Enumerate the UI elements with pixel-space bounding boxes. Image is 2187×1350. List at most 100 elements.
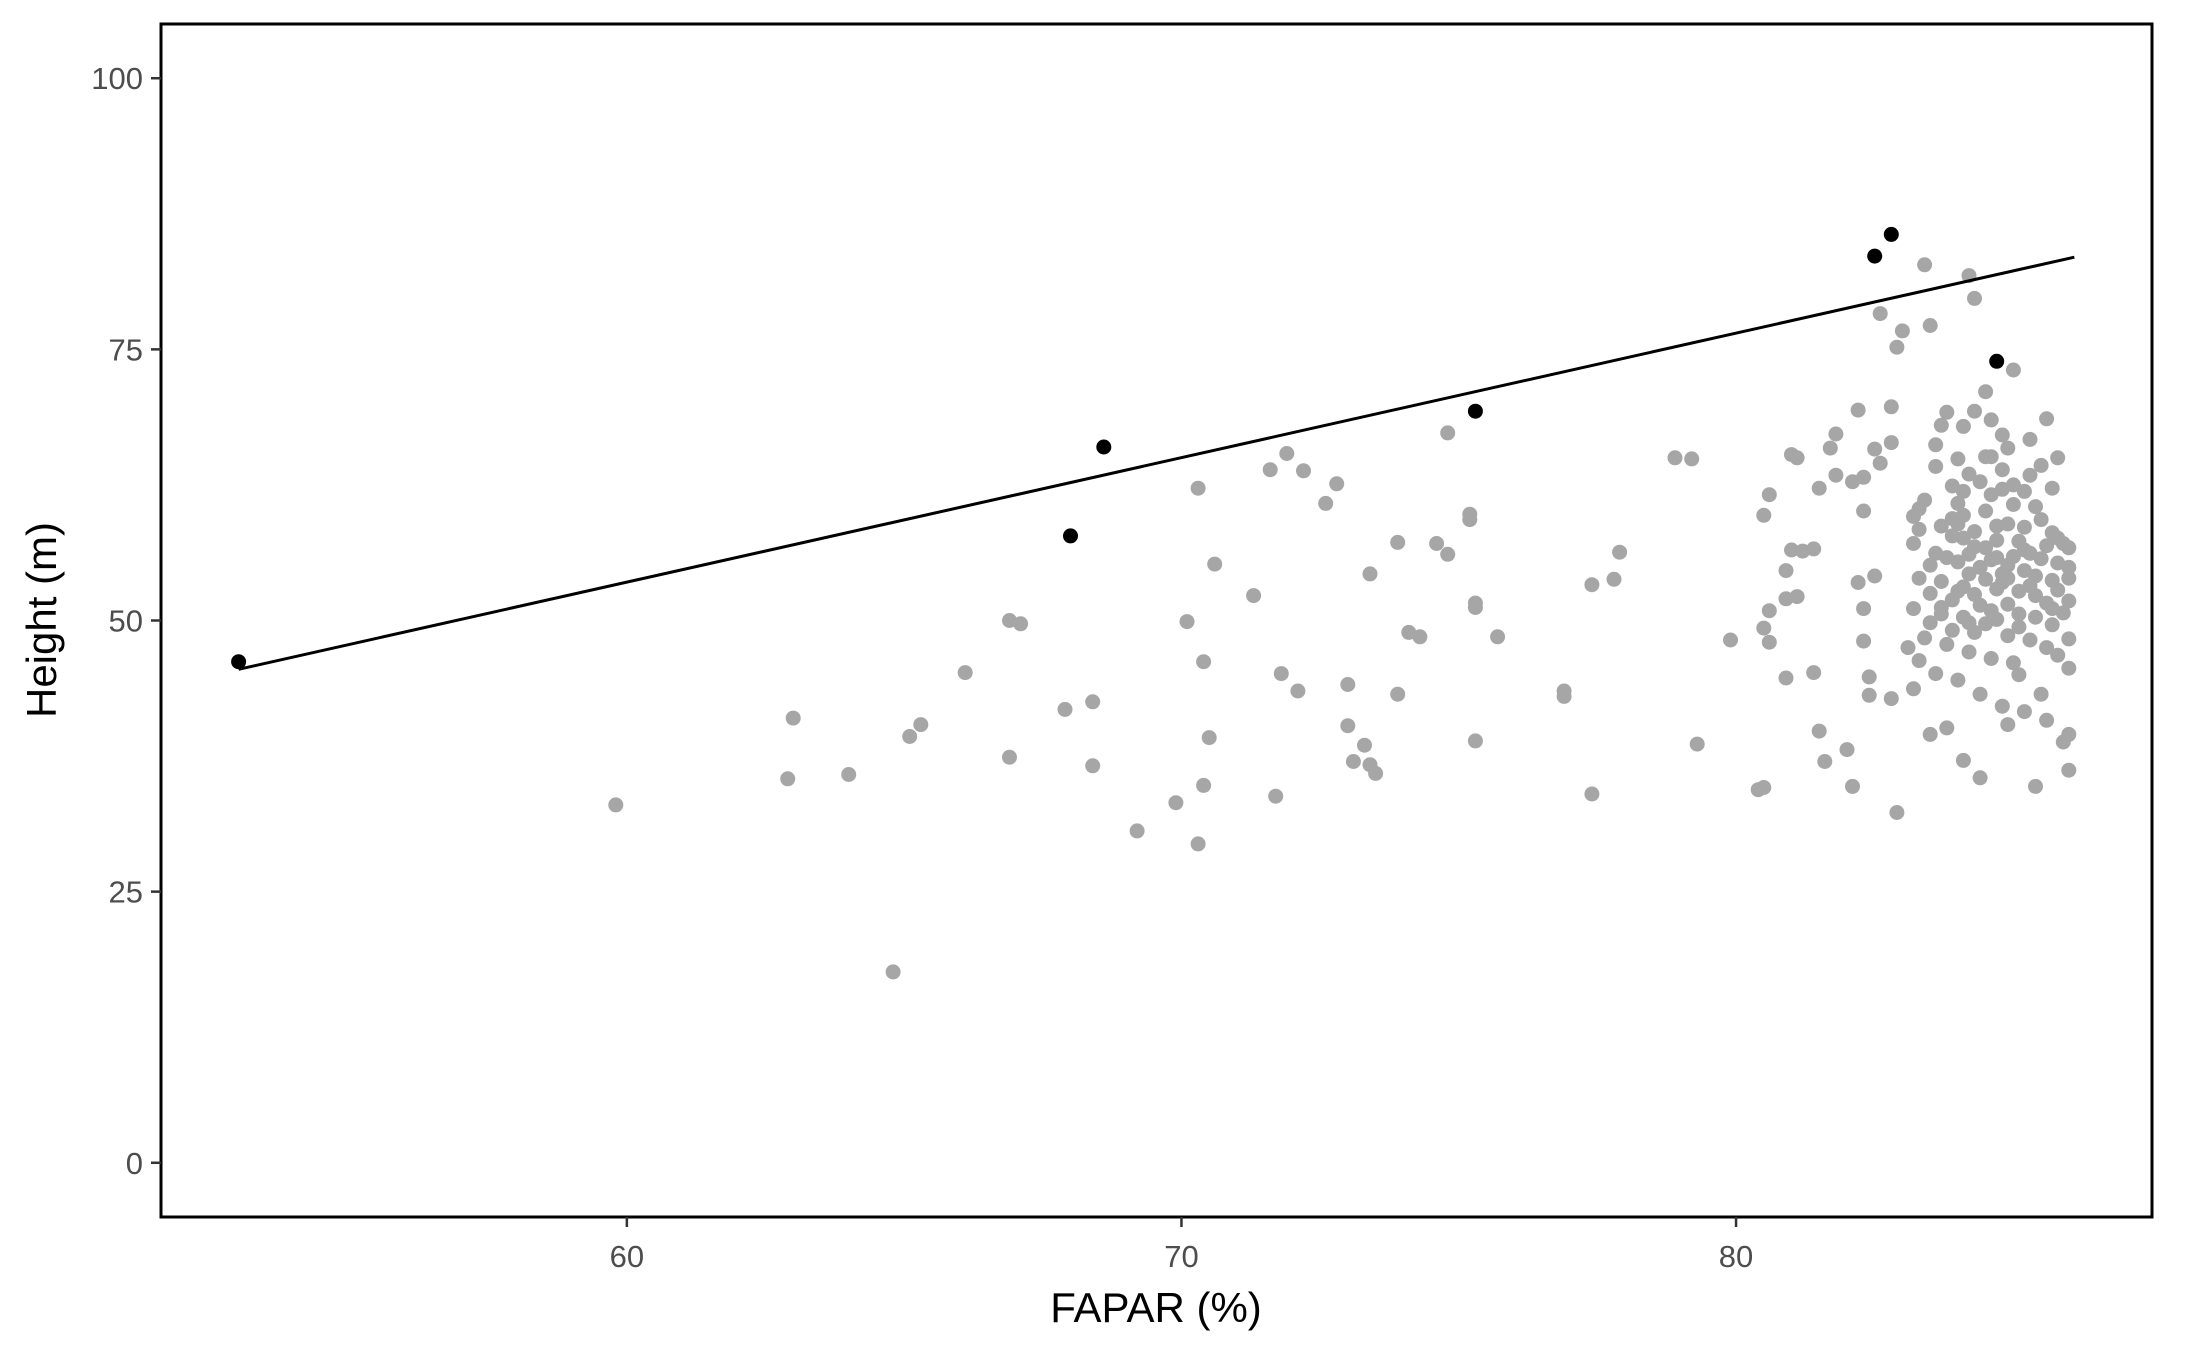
data-point <box>1817 754 1833 769</box>
data-point <box>1889 805 1905 820</box>
data-point <box>1950 672 1966 688</box>
data-point <box>2044 572 2060 588</box>
data-point <box>1867 568 1883 584</box>
data-point <box>1950 495 1966 511</box>
data-point <box>1850 402 1866 418</box>
data-point <box>1944 478 1960 494</box>
data-point <box>1584 577 1600 593</box>
data-point <box>1972 770 1988 786</box>
data-point <box>2044 480 2060 496</box>
data-point <box>1933 574 1949 589</box>
data-point <box>1290 683 1306 699</box>
data-point <box>841 767 857 782</box>
data-point <box>2000 596 2016 612</box>
data-point <box>1390 534 1406 550</box>
data-point <box>1978 449 1994 465</box>
x-axis-ticks: 60 70 80 <box>610 1217 1753 1274</box>
data-point <box>1806 541 1822 557</box>
data-point <box>1795 543 1811 559</box>
data-point <box>1467 733 1483 749</box>
data-point <box>1340 677 1356 692</box>
highlight-point <box>1063 528 1078 544</box>
data-point <box>1944 622 1960 638</box>
data-point <box>1584 786 1600 802</box>
data-point <box>1872 306 1888 322</box>
data-point <box>1994 698 2010 714</box>
data-point <box>1978 571 1994 587</box>
x-axis-title: FAPAR (%) <box>1050 1284 1262 1331</box>
data-point <box>2011 619 2027 635</box>
data-point <box>2055 734 2071 750</box>
data-point <box>1933 417 1949 433</box>
data-point <box>2022 467 2038 483</box>
data-point <box>1922 726 1938 742</box>
data-point <box>1872 455 1888 471</box>
data-point <box>2061 660 2077 676</box>
data-point <box>1955 752 1971 768</box>
data-point <box>957 665 973 681</box>
data-point <box>2033 512 2049 528</box>
data-point <box>2033 457 2049 473</box>
data-point <box>1811 480 1827 496</box>
data-point <box>1900 640 1916 656</box>
data-point <box>2011 606 2027 622</box>
data-point <box>1606 571 1622 587</box>
data-point <box>2039 640 2055 656</box>
data-point <box>1911 653 1927 669</box>
data-point <box>1994 462 2010 478</box>
data-point <box>2033 551 2049 567</box>
data-point <box>1273 666 1289 682</box>
data-point <box>1967 290 1982 306</box>
data-point <box>2050 647 2066 663</box>
data-point <box>2028 499 2043 515</box>
data-point <box>1856 503 1872 519</box>
data-point <box>1856 601 1872 617</box>
data-point <box>2044 525 2060 541</box>
data-point <box>1989 550 2005 566</box>
data-point <box>1784 542 1799 558</box>
data-point <box>1983 651 1999 666</box>
data-point <box>2005 477 2021 493</box>
data-point <box>902 729 918 744</box>
data-point <box>1761 634 1777 650</box>
data-point <box>2016 563 2032 579</box>
data-point <box>1917 630 1933 646</box>
y-tick-label: 25 <box>109 875 143 910</box>
data-point <box>2011 667 2027 683</box>
data-point <box>1883 399 1899 415</box>
data-point <box>1279 446 1295 461</box>
data-point <box>1196 777 1212 793</box>
data-point <box>1761 603 1777 619</box>
data-point <box>1883 435 1899 451</box>
data-point <box>1822 440 1838 456</box>
data-point <box>1978 503 1994 519</box>
data-point <box>1939 404 1955 420</box>
data-point <box>1467 595 1483 611</box>
data-point <box>1440 425 1456 441</box>
x-tick-label: 70 <box>1164 1239 1198 1274</box>
data-point <box>1856 469 1872 485</box>
highlight-point <box>1883 226 1899 242</box>
data-point <box>1928 437 1944 453</box>
data-point <box>1994 427 2010 443</box>
data-point <box>1861 687 1877 703</box>
highlight-point <box>1867 248 1883 264</box>
data-point <box>1944 528 1960 544</box>
data-point <box>1828 467 1844 483</box>
data-point <box>1207 556 1223 572</box>
data-point <box>1761 487 1777 503</box>
data-point <box>1867 441 1883 457</box>
data-point <box>2016 519 2032 535</box>
data-point <box>1950 451 1966 467</box>
data-point <box>1811 723 1827 739</box>
data-point <box>2061 593 2077 609</box>
data-point <box>2000 557 2016 573</box>
data-point <box>2000 440 2016 456</box>
data-point <box>1922 615 1938 631</box>
data-point <box>1955 483 1971 499</box>
data-point <box>2061 762 2077 778</box>
data-point <box>2039 538 2055 554</box>
data-point <box>1906 601 1921 617</box>
data-point <box>885 964 901 980</box>
